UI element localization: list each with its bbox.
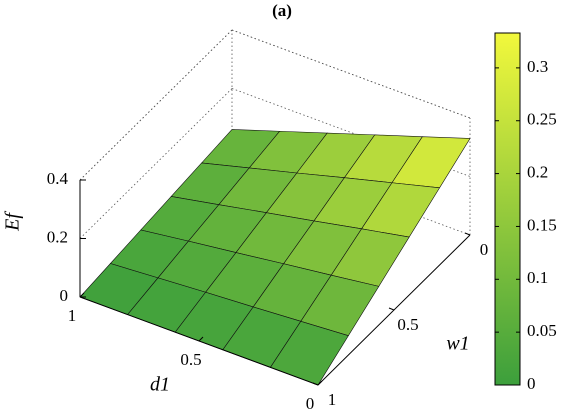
y-axis-label: w1 xyxy=(446,333,469,355)
z-tick-label: 0 xyxy=(60,286,69,305)
x-tick xyxy=(79,292,85,298)
colorbar xyxy=(494,32,521,386)
z-axis-label: Ef xyxy=(2,211,24,232)
colorbar-tick-label: 0.15 xyxy=(527,215,557,234)
colorbar-tick-label: 0.25 xyxy=(527,110,557,129)
x-tick-label: 1 xyxy=(68,306,77,325)
colorbar-tick-label: 0.3 xyxy=(527,57,548,76)
y-tick-label: 0.5 xyxy=(397,315,418,334)
x-tick-label: 0.5 xyxy=(180,350,201,369)
y-tick xyxy=(464,232,471,236)
colorbar-tick-label: 0 xyxy=(527,374,536,393)
grid-line xyxy=(231,29,471,119)
y-tick xyxy=(312,382,319,386)
colorbar-tick-label: 0.1 xyxy=(527,268,548,287)
x-tick-label: 0 xyxy=(306,394,315,413)
x-tick xyxy=(198,336,204,342)
z-tick-label: 0.4 xyxy=(47,169,69,188)
y-tick xyxy=(388,307,395,311)
x-axis-label: d1 xyxy=(150,374,170,396)
box-edge xyxy=(231,29,471,119)
z-tick-label: 0.2 xyxy=(47,227,68,246)
colorbar-tick-label: 0.2 xyxy=(527,162,548,181)
chart-title: (a) xyxy=(272,1,292,20)
y-tick-label: 0 xyxy=(480,240,489,259)
x-tick xyxy=(317,380,323,386)
y-tick-label: 1 xyxy=(328,390,337,409)
colorbar-tick-label: 0.05 xyxy=(527,321,557,340)
